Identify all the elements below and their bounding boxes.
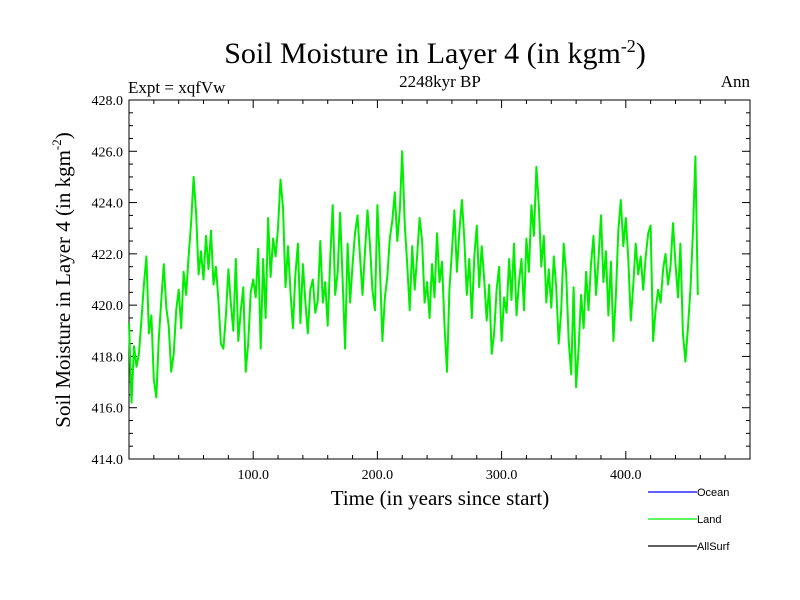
season-label: Ann bbox=[721, 72, 751, 91]
x-tick-label: 300.0 bbox=[486, 468, 518, 483]
x-tick-label: 200.0 bbox=[362, 468, 394, 483]
x-axis-ticks: 100.0 200.0 300.0 400.0 bbox=[153, 100, 726, 483]
x-tick-label: 400.0 bbox=[610, 468, 642, 483]
y-axis-label-superscript: -2 bbox=[49, 139, 64, 150]
y-tick-label: 416.0 bbox=[92, 402, 124, 417]
experiment-label: Expt = xqfVw bbox=[128, 78, 226, 97]
y-tick-label: 426.0 bbox=[92, 145, 124, 160]
chart-title-close: ) bbox=[636, 37, 646, 70]
chart-subtitle: 2248kyr BP bbox=[399, 72, 481, 91]
y-tick-label: 428.0 bbox=[92, 94, 124, 109]
x-tick-label: 100.0 bbox=[237, 468, 269, 483]
y-axis-label: Soil Moisture in Layer 4 (in kgm-2) bbox=[49, 132, 75, 427]
chart-title-superscript: -2 bbox=[621, 36, 636, 56]
legend-label-allsurf: AllSurf bbox=[697, 541, 730, 553]
chart-title: Soil Moisture in Layer 4 (in kgm-2) bbox=[224, 36, 646, 70]
x-axis-label: Time (in years since start) bbox=[331, 486, 550, 510]
y-tick-label: 420.0 bbox=[92, 299, 124, 314]
y-tick-label: 414.0 bbox=[92, 453, 124, 468]
legend-label-land: Land bbox=[697, 514, 721, 526]
y-axis-label-close: ) bbox=[51, 132, 75, 139]
series-line-land bbox=[128, 150, 699, 404]
legend: Ocean Land AllSurf bbox=[648, 487, 730, 553]
y-tick-label: 422.0 bbox=[92, 248, 124, 263]
legend-label-ocean: Ocean bbox=[697, 487, 729, 499]
y-axis-ticks: 414.0 416.0 418.0 420.0 422.0 424.0 426.0 428.0 bbox=[92, 94, 750, 468]
y-tick-label: 418.0 bbox=[92, 350, 124, 365]
y-tick-label: 424.0 bbox=[92, 197, 124, 212]
